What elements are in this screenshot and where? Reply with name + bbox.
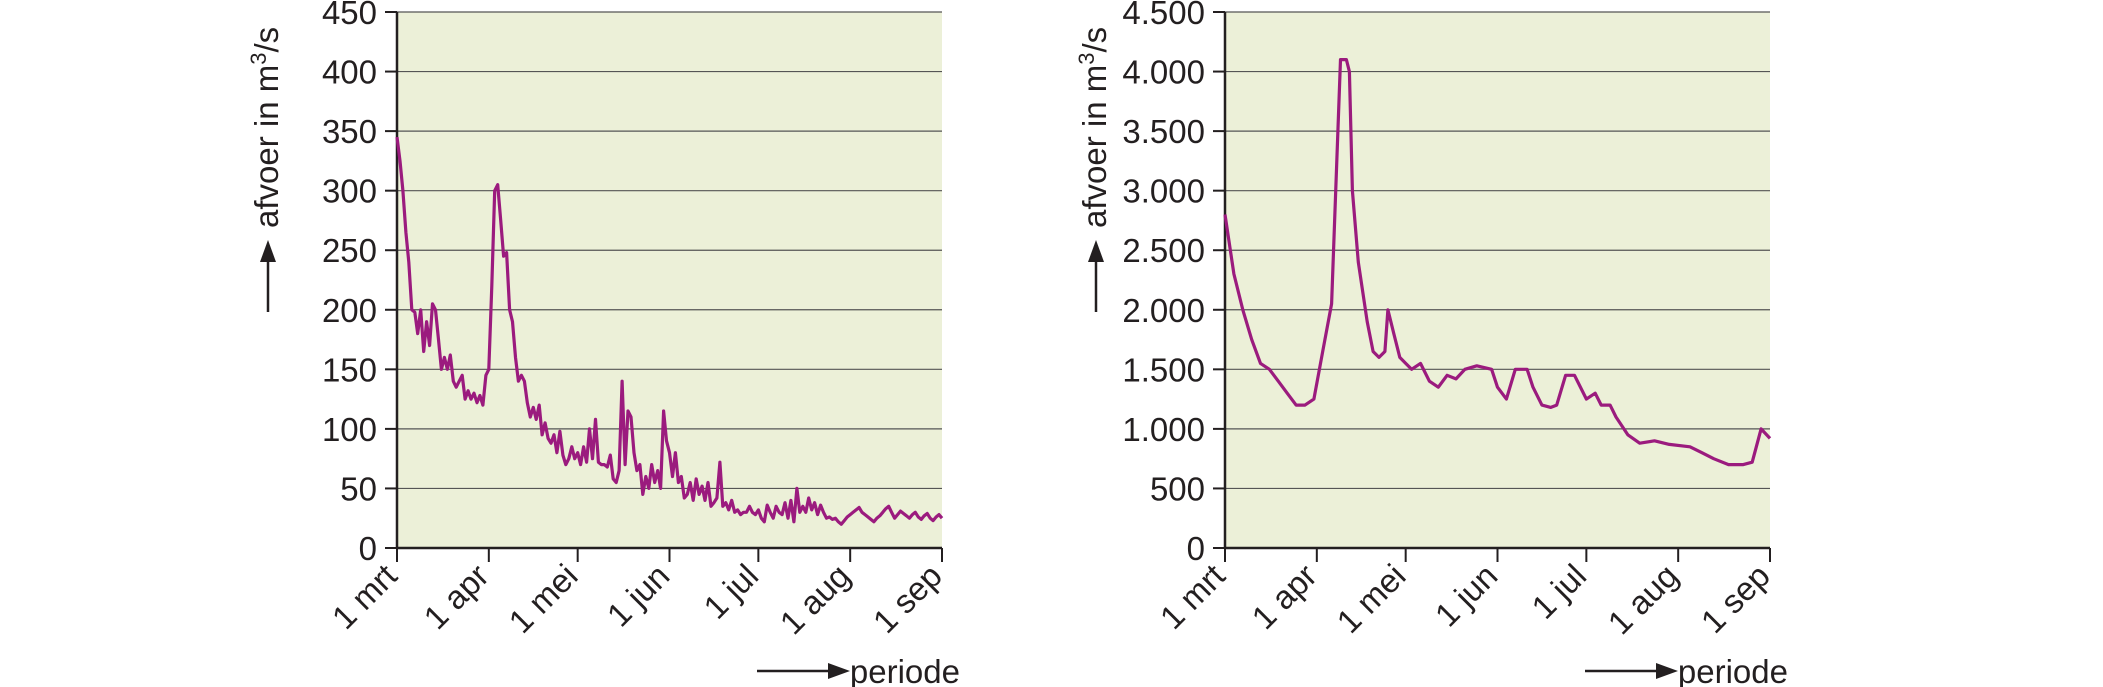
chart-2-y-tick-label: 1.000 [1122, 411, 1205, 448]
chart-1-x-tick-label: 1 jun [600, 557, 677, 634]
chart-1-x-tick-label: 1 sep [866, 557, 949, 640]
chart-1-y-axis-title: afvoer in m3/s [246, 27, 285, 228]
chart-1-plot-background [397, 12, 942, 548]
chart-1-y-tick-label: 200 [322, 292, 377, 329]
chart-2-x-tick-label: 1 aug [1601, 557, 1686, 642]
chart-2-y-tick-label: 2.000 [1122, 292, 1205, 329]
chart-1-y-tick-label: 250 [322, 232, 377, 269]
chart-1-x-tick-label: 1 mei [501, 557, 584, 640]
chart-1-x-axis-title: periode [850, 653, 960, 687]
chart-2-series-line [1223, 58, 1772, 467]
chart-1-x-tick-label: 1 jul [696, 557, 765, 626]
chart-2-y-tick-label: 500 [1150, 470, 1205, 507]
chart-2-x-tick-label: 1 apr [1244, 557, 1323, 636]
chart-1-y-arrow-head [260, 240, 276, 262]
chart-1-x-tick-label: 1 mrt [325, 557, 404, 636]
chart-1-y-tick-label: 100 [322, 411, 377, 448]
chart-1-y-tick-label: 350 [322, 113, 377, 150]
chart-1-y-tick-label: 150 [322, 351, 377, 388]
chart-2-x-axis-title: periode [1678, 653, 1788, 687]
chart-2-y-tick-label: 3.500 [1122, 113, 1205, 150]
chart-2-x-tick-label: 1 jun [1428, 557, 1505, 634]
chart-1-y-tick-label: 50 [340, 470, 377, 507]
chart-1-x-arrow-head [828, 663, 850, 679]
chart-2-x-tick-label: 1 mrt [1153, 557, 1232, 636]
chart-2-y-tick-label: 0 [1187, 530, 1205, 567]
chart-1-x-tick-label: 1 apr [416, 557, 495, 636]
chart-2-y-tick-label: 3.000 [1122, 173, 1205, 210]
chart-1-y-tick-label: 400 [322, 54, 377, 91]
chart-1-y-tick-label: 450 [322, 0, 377, 31]
chart-2-y-axis-title: afvoer in m3/s [1074, 27, 1113, 228]
chart-2-y-tick-label: 2.500 [1122, 232, 1205, 269]
chart-2-x-tick-label: 1 mei [1329, 557, 1412, 640]
chart-2-x-arrow-head [1656, 663, 1678, 679]
chart-2-x-tick-label: 1 jul [1524, 557, 1593, 626]
chart-1: 0 50 100 150 200 250 300 350 400 450 1 mrt 1 apr 1 m… [246, 0, 960, 687]
chart-2: 0 500 1.000 1.500 2.000 2.500 3.000 3.500 4.000 4… [1074, 0, 1788, 687]
chart-2-y-tick-label: 4.500 [1122, 0, 1205, 31]
chart-2-y-tick-label: 4.000 [1122, 54, 1205, 91]
chart-1-series-line [395, 136, 944, 526]
chart-2-x-tick-label: 1 sep [1694, 557, 1777, 640]
chart-1-y-tick-label: 0 [359, 530, 377, 567]
chart-2-plot-background [1225, 12, 1770, 548]
chart-2-y-arrow-head [1088, 240, 1104, 262]
chart-1-x-tick-label: 1 aug [773, 557, 858, 642]
chart-1-y-tick-label: 300 [322, 173, 377, 210]
chart-2-y-tick-label: 1.500 [1122, 351, 1205, 388]
